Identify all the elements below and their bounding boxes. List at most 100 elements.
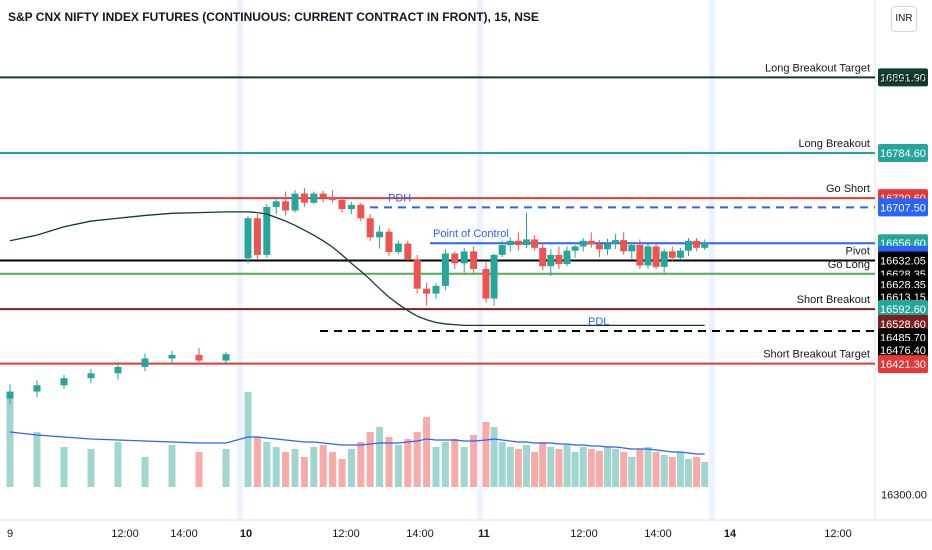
volume-bar <box>531 452 539 487</box>
candle <box>636 245 644 266</box>
volume-bar <box>60 447 68 487</box>
volume-bar <box>432 447 440 487</box>
volume-bar <box>253 437 261 487</box>
volume-bar <box>628 457 636 487</box>
candle <box>490 254 498 299</box>
candle <box>87 373 95 379</box>
volume-bar <box>652 452 660 487</box>
level-label-short-breakout: Short Breakout <box>797 294 870 306</box>
volume-bar <box>668 457 676 487</box>
candle <box>571 246 579 251</box>
volume-bar <box>547 447 555 487</box>
volume-bar <box>620 452 628 487</box>
time-tick-label: 14:00 <box>644 528 672 540</box>
candle <box>329 197 337 200</box>
level-label-pdl: PDL <box>588 316 609 328</box>
volume-bar <box>555 449 563 487</box>
candle <box>272 201 280 207</box>
volume-bar <box>498 442 506 487</box>
volume-bar <box>141 457 149 487</box>
price-label-bg <box>878 144 928 163</box>
candle <box>644 246 652 266</box>
candle <box>660 251 668 267</box>
volume-bar <box>644 447 652 487</box>
volume-bar <box>244 392 252 487</box>
candle <box>6 391 14 399</box>
volume-bar <box>385 437 393 487</box>
candle <box>693 240 701 248</box>
candle <box>253 218 261 255</box>
volume-bar <box>404 439 412 487</box>
candle <box>547 254 555 267</box>
vwap-line <box>9 211 705 326</box>
level-label-long-breakout-target: Long Breakout Target <box>765 62 870 74</box>
candle <box>676 250 684 258</box>
price-tick-label: 16890.00 <box>881 74 927 86</box>
candle <box>514 240 522 246</box>
candle <box>413 259 421 289</box>
time-tick-label: 14 <box>724 528 737 540</box>
candle <box>652 246 660 267</box>
candle <box>498 245 506 255</box>
volume-bar <box>563 445 571 487</box>
volume-bar <box>263 442 271 487</box>
volume-bar <box>595 451 603 487</box>
volume-bar <box>660 455 668 487</box>
candle <box>701 242 709 248</box>
price-label: 16528.60 <box>880 319 926 331</box>
volume-bar <box>587 449 595 487</box>
price-label-bg <box>878 300 928 319</box>
volume-bar <box>506 447 514 487</box>
candle <box>563 250 571 265</box>
volume-bar <box>87 449 95 487</box>
volume-bar <box>168 445 176 487</box>
candle <box>244 218 252 259</box>
candle <box>347 204 355 210</box>
price-label: 16632.05 <box>880 255 926 267</box>
volume-bar <box>272 447 280 487</box>
volume-bar <box>470 435 478 487</box>
candle <box>470 251 478 269</box>
volume-bar <box>222 449 230 487</box>
price-label-bg <box>878 198 928 217</box>
candle <box>404 243 412 260</box>
candle <box>460 251 468 264</box>
price-label: 16891.90 <box>880 72 926 84</box>
candle <box>394 243 402 253</box>
price-label: 16707.50 <box>880 202 926 214</box>
volume-bar <box>482 422 490 487</box>
candle <box>506 240 514 246</box>
volume-bar <box>514 449 522 487</box>
volume-bar <box>291 449 299 487</box>
candle <box>300 193 308 203</box>
volume-bar <box>460 447 468 487</box>
volume-bar <box>604 447 611 487</box>
volume-bar <box>523 445 530 487</box>
volume-ma-line <box>9 431 705 455</box>
level-label-go-short: Go Short <box>826 183 870 195</box>
time-tick-label: 11 <box>478 528 490 540</box>
volume-bar <box>195 452 203 487</box>
price-label: 16592.60 <box>880 304 926 316</box>
level-label-long-breakout: Long Breakout <box>798 138 870 150</box>
price-label-bg <box>878 341 928 359</box>
currency-button[interactable]: INR <box>891 6 917 32</box>
price-label: 16476.40 <box>880 345 926 357</box>
candle <box>310 193 318 203</box>
volume-bar <box>338 459 346 487</box>
candle <box>441 253 449 286</box>
candle <box>114 366 122 374</box>
volume-bar <box>33 432 41 487</box>
volume-bar <box>441 442 449 487</box>
price-label-bg <box>878 68 928 87</box>
candle <box>432 285 440 294</box>
level-label-go-long: Go Long <box>828 259 870 271</box>
candle <box>338 199 346 210</box>
volume-bar <box>376 427 384 487</box>
candle <box>141 358 149 367</box>
candle <box>222 354 230 361</box>
candle <box>357 204 365 219</box>
volume-bar <box>347 449 355 487</box>
